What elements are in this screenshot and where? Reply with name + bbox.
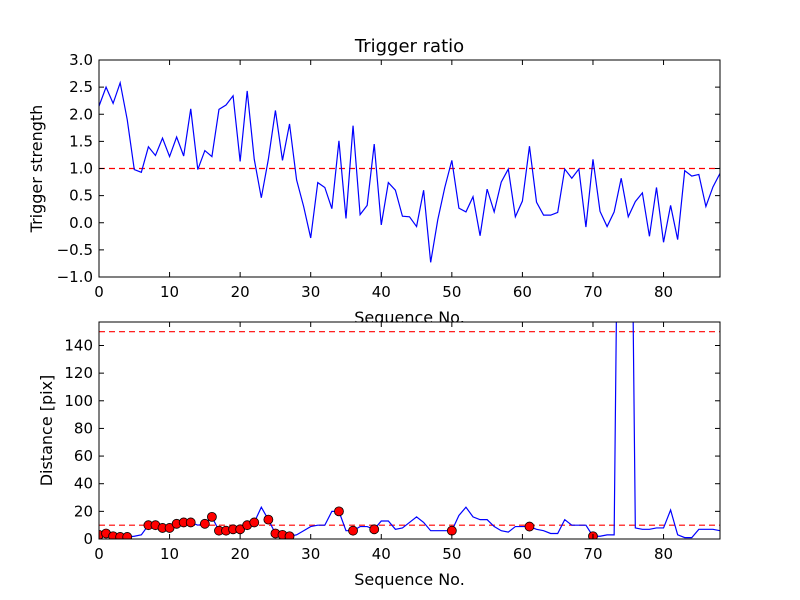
trigger-ytick-label: 1.0 xyxy=(69,160,93,178)
trigger-xtick-label: 30 xyxy=(301,283,320,301)
distance-xtick-label: 30 xyxy=(301,545,320,563)
distance-ytick-label: 40 xyxy=(74,475,93,493)
trigger-strength-series xyxy=(98,80,721,263)
flagged-point xyxy=(446,525,457,536)
trigger-xtick-label: 40 xyxy=(372,283,391,301)
distance-panel: 0 10 20 30 40 50 60 70 80 0 20 40 60 80 100 120 140 Seq… xyxy=(37,321,721,589)
trigger-ytick-label: 1.5 xyxy=(69,132,93,150)
trigger-ytick-label: 3.0 xyxy=(69,51,93,69)
distance-xtick-label: 40 xyxy=(372,545,391,563)
flagged-point xyxy=(249,517,260,528)
flagged-point xyxy=(207,511,217,522)
trigger-xtick-label: 80 xyxy=(654,283,673,301)
flagged-points xyxy=(99,506,598,539)
trigger-xtick-label: 20 xyxy=(231,283,250,301)
distance-ytick-label: 120 xyxy=(64,364,93,382)
trigger-xtick-label: 70 xyxy=(583,283,602,301)
trigger-xtick-label: 50 xyxy=(442,283,461,301)
distance-xtick-label: 70 xyxy=(583,545,602,563)
trigger-xtick-label: 60 xyxy=(513,283,532,301)
trigger-panel-yticks: −1.0 −0.5 0.0 0.5 1.0 1.5 2.0 2.5 3.0 xyxy=(57,51,720,286)
distance-y-axis-label: Distance [pix] xyxy=(37,375,56,487)
trigger-ytick-label: 2.5 xyxy=(69,78,93,96)
trigger-xtick-label: 0 xyxy=(94,283,104,301)
trigger-panel-xticks: 0 10 20 30 40 50 60 70 80 xyxy=(94,60,673,301)
trigger-ytick-label: −1.0 xyxy=(57,268,93,286)
flagged-point xyxy=(348,525,358,536)
distance-xtick-label: 0 xyxy=(94,545,104,563)
trigger-xtick-label: 10 xyxy=(160,283,179,301)
distance-xtick-label: 80 xyxy=(654,545,673,563)
flagged-point xyxy=(334,506,344,517)
distance-panel-xticks: 0 10 20 30 40 50 60 70 80 xyxy=(94,322,673,563)
trigger-ytick-label: 0.5 xyxy=(69,187,93,205)
distance-ytick-label: 100 xyxy=(64,392,93,410)
distance-panel-background xyxy=(99,322,720,539)
trigger-y-axis-label: Trigger strength xyxy=(27,105,46,234)
distance-ytick-label: 20 xyxy=(74,502,93,520)
distance-ytick-label: 60 xyxy=(74,447,93,465)
distance-xtick-label: 10 xyxy=(160,545,179,563)
distance-ytick-label: 0 xyxy=(83,530,93,548)
trigger-chart-title: Trigger ratio xyxy=(354,36,464,57)
distance-x-axis-label: Sequence No. xyxy=(354,570,465,589)
distance-xtick-label: 50 xyxy=(442,545,461,563)
flagged-point xyxy=(122,532,133,539)
trigger-ytick-label: 0.0 xyxy=(69,214,93,232)
trigger-ytick-label: −0.5 xyxy=(57,241,93,259)
distance-panel-yticks: 0 20 40 60 80 100 120 140 xyxy=(64,336,720,548)
flagged-point xyxy=(185,517,196,528)
flagged-point xyxy=(369,524,380,535)
distance-ytick-label: 80 xyxy=(74,419,93,437)
distance-panel-frame xyxy=(98,321,721,540)
distance-xtick-label: 60 xyxy=(513,545,532,563)
flagged-point xyxy=(263,514,274,525)
flagged-point xyxy=(524,521,535,532)
flagged-point xyxy=(199,518,210,529)
flagged-point xyxy=(284,531,295,539)
distance-ytick-label: 140 xyxy=(64,336,93,354)
trigger-ytick-label: 2.0 xyxy=(69,105,93,123)
trigger-ratio-panel: 0 10 20 30 40 50 60 70 80 −1.0 −0.5 0.0 0.5 1.0 1.5 2.… xyxy=(27,36,721,327)
distance-xtick-label: 20 xyxy=(231,545,250,563)
